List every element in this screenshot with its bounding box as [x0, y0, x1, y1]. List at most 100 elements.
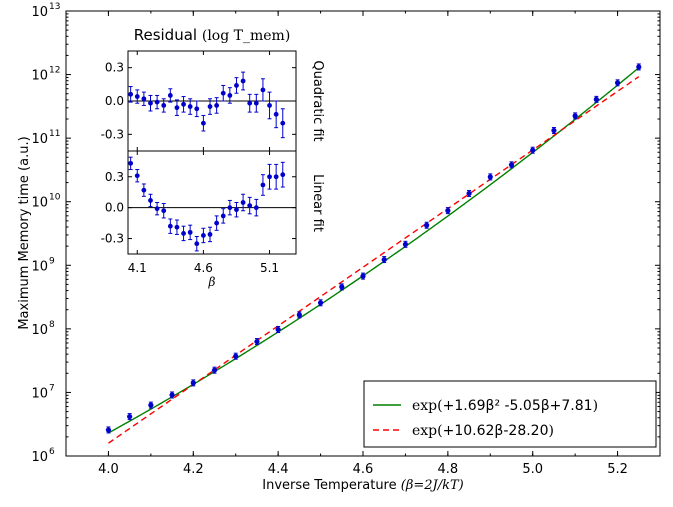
inset-y-tick-label: 0.3: [105, 170, 124, 184]
y-tick-label: 10: [31, 196, 48, 211]
inset-data-point: [227, 93, 233, 98]
inset-data-point: [214, 220, 220, 226]
inset-data-point: [161, 208, 167, 214]
y-tick-exponent: 13: [49, 2, 60, 12]
inset-data-point: [214, 103, 220, 108]
inset-data-point: [134, 94, 140, 99]
inset-data-point: [187, 104, 193, 109]
legend-label-linear: exp(+10.62β-28.20): [412, 423, 554, 439]
x-tick-label: 4.6: [353, 462, 374, 477]
inset-data-point: [148, 100, 153, 106]
x-axis-label: Inverse Temperature (β=2J/kT): [262, 478, 463, 493]
inset-data-point: [154, 206, 160, 212]
inset-data-point: [240, 78, 246, 84]
inset-title: Residual (log T_mem): [134, 26, 291, 44]
x-tick-label: 4.4: [268, 462, 289, 477]
y-axis-label: Maximum Memory time (a.u.): [17, 136, 32, 329]
linear-fit-line: [108, 76, 640, 444]
data-point: [148, 402, 154, 408]
inset-y-tick-label: -0.3: [101, 232, 124, 246]
legend: exp(+1.69β² -5.05β+7.81) exp(+10.62β-28.…: [363, 380, 657, 448]
data-point: [551, 127, 557, 134]
y-tick-label: 10: [31, 323, 48, 338]
inset-y-tick-label: 0.0: [105, 94, 124, 108]
y-tick-exponent: 6: [49, 447, 55, 457]
data-point: [317, 300, 324, 306]
inset-data-point: [253, 100, 259, 106]
inset-background: [128, 51, 296, 254]
data-point: [508, 162, 515, 168]
data-point: [487, 174, 493, 180]
inset-data-point: [273, 174, 279, 180]
inset-data-point: [181, 101, 186, 107]
legend-box: [363, 380, 657, 448]
inset-data-point: [220, 213, 226, 219]
inset-data-point: [273, 111, 279, 117]
inset-y-tick-label: -0.3: [101, 127, 124, 141]
inset-data-point: [234, 207, 239, 213]
inset-data-point: [174, 224, 180, 230]
data-point: [275, 326, 281, 333]
inset-data-point: [234, 83, 239, 88]
inset-y-tick-label: 0.3: [105, 61, 124, 75]
data-point: [127, 413, 133, 420]
data-point: [233, 353, 239, 359]
inset-panel-linear: [127, 150, 297, 255]
y-tick-label: 10: [31, 386, 48, 401]
data-point: [211, 367, 218, 373]
inset-data-point: [267, 174, 272, 180]
inset-data-point: [154, 99, 160, 105]
data-point: [360, 273, 366, 279]
inset-data-point: [134, 173, 140, 179]
inset-data-point: [174, 105, 180, 111]
inset-data-point: [207, 104, 213, 109]
inset-data-point: [194, 241, 200, 247]
y-tick-exponent: 9: [49, 256, 55, 266]
data-point: [445, 208, 451, 214]
y-tick-exponent: 10: [49, 193, 61, 203]
data-point: [296, 312, 302, 318]
y-tick-label: 10: [31, 132, 48, 147]
inset-data-point: [161, 103, 167, 108]
inset-data-point: [167, 93, 173, 98]
inset-data-point: [141, 187, 147, 193]
inset-data-point: [201, 120, 206, 126]
inset-label-linear: Linear fit: [310, 174, 325, 232]
y-tick-label: 10: [31, 69, 48, 84]
inset-x-tick-label: 4.1: [128, 261, 147, 275]
data-point: [339, 284, 345, 290]
inset-x-tick-label: 5.1: [260, 261, 279, 275]
quadratic-fit-line: [108, 67, 640, 434]
inset-data-point: [267, 103, 272, 108]
inset-data-point: [280, 120, 286, 126]
data-point: [466, 190, 472, 197]
inset-data-point: [247, 203, 253, 208]
inset-data-point: [194, 106, 200, 112]
data-point: [105, 427, 112, 433]
data-point: [381, 256, 387, 263]
y-tick-label: 10: [31, 259, 48, 274]
inset-data-point: [280, 172, 286, 178]
data-point: [424, 222, 430, 228]
inset-data-point: [260, 87, 266, 93]
data-point: [402, 241, 409, 247]
inset-label-quadratic: Quadratic fit: [310, 60, 325, 141]
inset-data-point: [141, 96, 147, 102]
x-tick-label: 4.0: [98, 462, 119, 477]
y-tick-label: 10: [31, 450, 48, 465]
x-tick-label: 4.8: [438, 462, 459, 477]
inset-data-point: [167, 223, 173, 229]
data-point: [530, 147, 536, 153]
data-point: [254, 338, 260, 345]
inset-data-point: [148, 198, 153, 203]
inset-residual: 0.3 0.0 -0.3 0.3 0.0 -0.3 4.1 4.6 5.1 Residual (…: [101, 26, 325, 289]
data-point: [593, 96, 599, 102]
data-point: [572, 113, 578, 119]
x-tick-label: 4.2: [183, 462, 204, 477]
inset-data-point: [220, 90, 226, 96]
y-tick-label: 10: [31, 5, 48, 20]
inset-data-point: [181, 231, 186, 236]
x-tick-label: 5.0: [522, 462, 543, 477]
legend-label-quadratic: exp(+1.69β² -5.05β+7.81): [412, 398, 598, 414]
